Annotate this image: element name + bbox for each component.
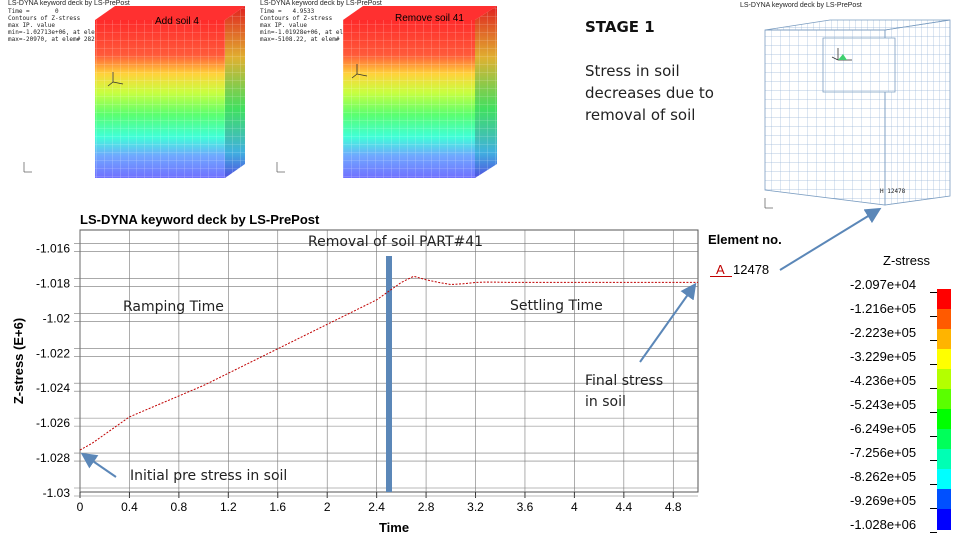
legend-level-label: -6.249e+05 bbox=[850, 421, 917, 436]
x-tick-label: 2.4 bbox=[368, 500, 385, 514]
node-label: H 12478 bbox=[880, 188, 906, 195]
legend-swatch bbox=[937, 449, 951, 470]
legend-level-label: -1.216e+05 bbox=[850, 301, 917, 316]
legend-swatch bbox=[937, 509, 951, 530]
legend-tick bbox=[930, 436, 937, 437]
annotation-final-1: Final stress bbox=[585, 373, 664, 389]
fe-panel-add-soil: LS-DYNA keyword deck by LS-PrePost Time … bbox=[0, 0, 250, 182]
x-tick-label: 0.4 bbox=[121, 500, 138, 514]
legend-level-label: -7.256e+05 bbox=[850, 445, 917, 460]
panel-info-1: Contours of Z-stress bbox=[260, 15, 333, 22]
annotation-initial: Initial pre stress in soil bbox=[130, 468, 288, 484]
legend-level-label: -2.223e+05 bbox=[850, 325, 917, 340]
x-tick-label: 0.8 bbox=[171, 500, 188, 514]
panel-header: LS-DYNA keyword deck by LS-PrePost bbox=[740, 2, 862, 9]
element-underline bbox=[710, 276, 732, 277]
x-tick-label: 0 bbox=[77, 500, 84, 514]
time-history-chart: 0 0.4 0.8 1.2 1.6 2 2.4 2.8 3.2 3.6 4 4.4 4.8 -1.016 -… bbox=[11, 229, 699, 535]
legend-labels: -2.097e+04 -1.216e+05 -2.223e+05 -3.229e+05… bbox=[850, 275, 940, 540]
legend-tick bbox=[930, 316, 937, 317]
legend-level-label: -1.028e+06 bbox=[850, 517, 917, 532]
legend-swatch bbox=[937, 349, 951, 370]
panel-info-0: Time = 4.9533 bbox=[260, 8, 315, 15]
legend-swatch bbox=[937, 389, 951, 410]
panel-info-4: max=-20970, at elem# 2820 bbox=[8, 36, 99, 43]
legend-tick bbox=[930, 388, 937, 389]
legend-level-label: -5.243e+05 bbox=[850, 397, 917, 412]
legend-tick bbox=[930, 484, 937, 485]
x-tick-label: 2.8 bbox=[418, 500, 435, 514]
legend-level-label: -8.262e+05 bbox=[850, 469, 917, 484]
x-tick-label: 1.2 bbox=[220, 500, 237, 514]
series-line bbox=[79, 275, 698, 451]
y-tick-label: -1.024 bbox=[36, 381, 70, 395]
panel-header: LS-DYNA keyword deck by LS-PrePost bbox=[8, 0, 130, 7]
legend-swatch bbox=[937, 429, 951, 450]
y-tick-label: -1.016 bbox=[36, 241, 70, 255]
panel-info-2: max IP. value bbox=[8, 22, 55, 29]
legend-swatch bbox=[937, 369, 951, 390]
legend-swatch bbox=[937, 329, 951, 350]
legend-tick bbox=[930, 460, 937, 461]
fe-panel-remove-soil: LS-DYNA keyword deck by LS-PrePost Time … bbox=[255, 0, 505, 182]
soil-block-contour bbox=[23, 6, 245, 178]
y-tick-label: -1.022 bbox=[36, 346, 70, 360]
stage-title: STAGE 1 bbox=[585, 18, 655, 36]
stage-line-3: removal of soil bbox=[585, 106, 696, 124]
x-tick-label: 3.6 bbox=[517, 500, 534, 514]
panel-info-1: Contours of Z-stress bbox=[8, 15, 81, 22]
y-tick-label: -1.018 bbox=[36, 276, 70, 290]
panel-caption-remove-soil: Remove soil 41 bbox=[395, 13, 464, 24]
legend-swatch bbox=[937, 289, 951, 310]
element-id: 12478 bbox=[733, 262, 770, 277]
panel-caption-add-soil: Add soil 4 bbox=[155, 16, 199, 27]
annotation-ramping: Ramping Time bbox=[123, 299, 224, 315]
y-tick-label: -1.02 bbox=[43, 311, 71, 325]
legend-swatch bbox=[937, 309, 951, 330]
x-tick-label: 3.2 bbox=[467, 500, 484, 514]
panel-info-2: max IP. value bbox=[260, 22, 307, 29]
stage-line-1: Stress in soil bbox=[585, 62, 680, 80]
arrow-to-mesh-node bbox=[779, 207, 882, 271]
legend-swatch bbox=[937, 489, 951, 510]
legend-level-label: -4.236e+05 bbox=[850, 373, 917, 388]
legend-level-label: -2.097e+04 bbox=[850, 277, 917, 292]
x-tick-label: 4.4 bbox=[615, 500, 632, 514]
annotation-final-2: in soil bbox=[585, 394, 626, 410]
removal-marker bbox=[386, 256, 392, 492]
annotation-removal: Removal of soil PART#41 bbox=[308, 234, 484, 250]
fe-panel-mesh: LS-DYNA keyword deck by LS-PrePost H 124… bbox=[735, 0, 960, 215]
y-tick-label: -1.03 bbox=[43, 486, 71, 500]
x-axis-label: Time bbox=[379, 520, 409, 535]
chart-title: LS-DYNA keyword deck by LS-PrePost bbox=[80, 212, 320, 227]
legend-title: Z-stress bbox=[883, 253, 930, 268]
element-title: Element no. bbox=[708, 232, 782, 247]
legend-swatch bbox=[937, 469, 951, 490]
legend-tick bbox=[930, 412, 937, 413]
x-tick-label: 4.8 bbox=[665, 500, 682, 514]
annotation-settling: Settling Time bbox=[510, 298, 603, 314]
x-tick-label: 2 bbox=[324, 500, 331, 514]
soil-block-contour-excavated bbox=[276, 6, 497, 178]
legend-tick bbox=[930, 292, 937, 293]
x-tick-label: 4 bbox=[571, 500, 578, 514]
legend-swatch bbox=[937, 409, 951, 430]
legend-level-label: -9.269e+05 bbox=[850, 493, 917, 508]
legend-tick bbox=[930, 532, 937, 533]
mesh-wireframe bbox=[764, 19, 951, 209]
element-marker: A bbox=[716, 262, 725, 277]
panel-info-0: Time = 0 bbox=[8, 8, 59, 15]
legend-colorbar bbox=[937, 289, 951, 530]
legend-level-label: -3.229e+05 bbox=[850, 349, 917, 364]
x-tick-label: 1.6 bbox=[269, 500, 286, 514]
y-tick-label: -1.028 bbox=[36, 451, 70, 465]
y-tick-label: -1.026 bbox=[36, 416, 70, 430]
legend-tick bbox=[930, 340, 937, 341]
panel-header: LS-DYNA keyword deck by LS-PrePost bbox=[260, 0, 382, 7]
legend-tick bbox=[930, 508, 937, 509]
stage-line-2: decreases due to bbox=[585, 84, 714, 102]
legend-tick bbox=[930, 364, 937, 365]
y-axis-label: Z-stress (E+6) bbox=[11, 318, 26, 404]
